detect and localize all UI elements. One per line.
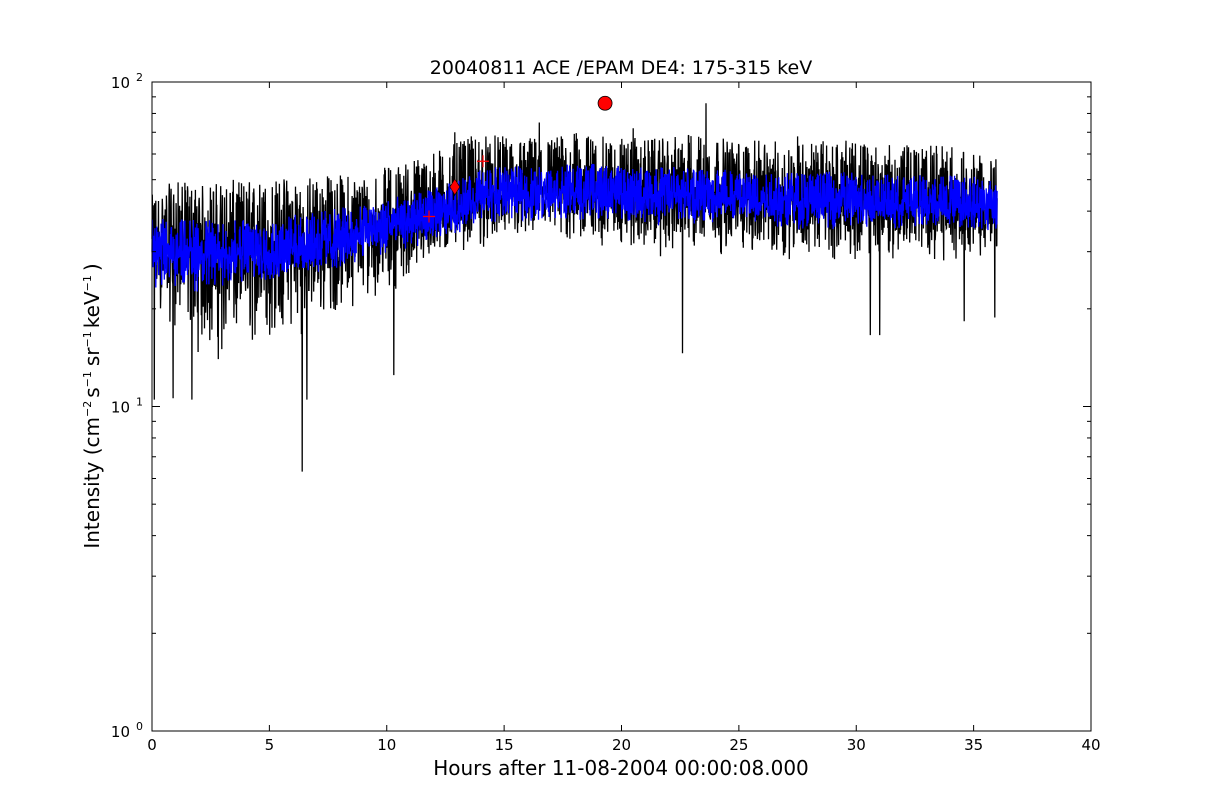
y-tick-label-exponent: 1 [136,396,143,409]
y-tick-label-exponent: 2 [136,71,143,84]
y-axis-label-s: s [80,387,104,397]
y-axis-label-sr: sr [80,347,104,366]
event-marker-plus [476,155,489,168]
x-tick-label: 0 [147,736,157,754]
raw-series-line [151,103,998,472]
event-marker-diamond [449,178,461,196]
smoothed-series-path [151,163,998,292]
x-tick-label: 5 [265,736,275,754]
smoothed-series-line [151,163,998,292]
y-tick-label: 10 [111,74,130,92]
y-axis-ticks: 10 0 10 1 10 2 [111,71,1091,741]
raw-series-path [151,103,998,472]
x-tick-label: 20 [612,736,631,754]
y-tick-label: 10 [111,723,130,741]
chart-title: 20040811 ACE /EPAM DE4: 175-315 keV [430,57,812,79]
x-tick-label: 30 [847,736,866,754]
y-axis-label-exp1: −2 [81,401,94,417]
x-axis-ticks: 0 5 10 15 20 25 30 35 40 [147,82,1101,754]
y-tick-label-exponent: 0 [136,720,143,733]
x-tick-label: 25 [729,736,748,754]
event-markers [423,95,613,223]
y-axis-label-kev: keV [80,291,104,328]
y-axis-label-exp2: −1 [81,371,94,387]
y-tick-label: 10 [111,399,130,417]
y-axis-label-suffix: ) [80,263,104,271]
event-marker-circle [597,95,613,111]
event-marker-plus [423,210,436,223]
y-axis-label-prefix: Intensity (cm [80,417,104,549]
y-axis-label-exp3: −1 [81,331,94,347]
y-axis-label: Intensity (cm−2s−1sr−1keV−1) [80,263,104,548]
x-tick-label: 35 [964,736,983,754]
x-tick-label: 10 [377,736,396,754]
plot-area [151,95,998,472]
y-axis-label-exp4: −1 [81,275,94,291]
x-tick-label: 40 [1081,736,1100,754]
x-tick-label: 15 [495,736,514,754]
x-axis-label: Hours after 11-08-2004 00:00:08.000 [433,756,809,780]
